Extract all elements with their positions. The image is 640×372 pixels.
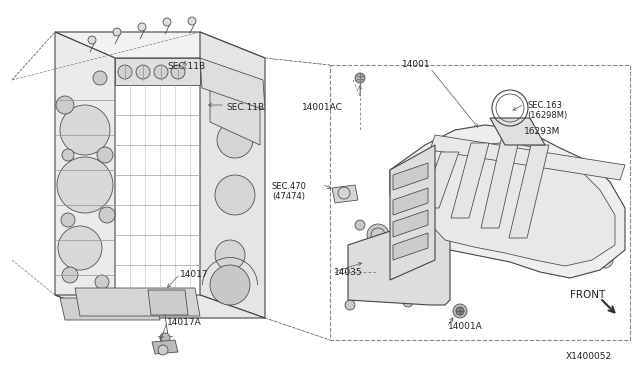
Circle shape	[453, 304, 467, 318]
Circle shape	[597, 252, 613, 268]
Circle shape	[138, 23, 146, 31]
Circle shape	[410, 210, 420, 220]
Polygon shape	[200, 58, 265, 110]
Circle shape	[93, 71, 107, 85]
Circle shape	[75, 303, 85, 313]
Polygon shape	[490, 118, 545, 145]
Circle shape	[217, 122, 253, 158]
Circle shape	[355, 73, 365, 83]
Circle shape	[171, 65, 185, 79]
Circle shape	[160, 333, 170, 343]
Polygon shape	[152, 340, 178, 354]
Text: SEC.470
(47474): SEC.470 (47474)	[272, 182, 307, 201]
Text: SEC.11B: SEC.11B	[167, 62, 205, 71]
Polygon shape	[200, 32, 265, 318]
Text: 14001: 14001	[402, 60, 431, 69]
Circle shape	[163, 18, 171, 26]
Polygon shape	[420, 142, 615, 266]
Circle shape	[602, 254, 610, 262]
Circle shape	[602, 217, 618, 233]
Polygon shape	[332, 185, 358, 203]
Polygon shape	[75, 288, 200, 316]
Text: SEC.11B: SEC.11B	[226, 103, 264, 112]
Polygon shape	[393, 233, 428, 260]
Polygon shape	[430, 135, 625, 180]
Circle shape	[215, 240, 245, 270]
Circle shape	[367, 242, 389, 264]
Circle shape	[188, 17, 196, 25]
Polygon shape	[148, 290, 188, 315]
Circle shape	[158, 345, 168, 355]
Bar	[330, 65, 630, 340]
Circle shape	[56, 96, 74, 114]
Text: X1400052: X1400052	[566, 352, 612, 361]
Circle shape	[210, 265, 250, 305]
Circle shape	[110, 303, 120, 313]
Circle shape	[99, 207, 115, 223]
Circle shape	[118, 65, 132, 79]
Polygon shape	[210, 75, 260, 145]
Circle shape	[88, 36, 96, 44]
Text: 14017A: 14017A	[167, 318, 202, 327]
Circle shape	[95, 275, 109, 289]
Circle shape	[367, 278, 389, 300]
Polygon shape	[55, 32, 265, 58]
Polygon shape	[421, 152, 459, 208]
Polygon shape	[55, 32, 115, 318]
Polygon shape	[393, 188, 428, 215]
Circle shape	[61, 213, 75, 227]
Circle shape	[367, 260, 389, 282]
Polygon shape	[115, 58, 200, 85]
Polygon shape	[393, 163, 428, 190]
Circle shape	[97, 147, 113, 163]
Circle shape	[113, 28, 121, 36]
Circle shape	[60, 105, 110, 155]
Circle shape	[57, 157, 113, 213]
Polygon shape	[60, 298, 160, 320]
Text: SEC.163
(16298M): SEC.163 (16298M)	[527, 101, 567, 121]
Text: 14017: 14017	[180, 270, 209, 279]
Circle shape	[403, 297, 413, 307]
Polygon shape	[55, 295, 265, 318]
Polygon shape	[393, 210, 428, 237]
Polygon shape	[451, 143, 489, 218]
Circle shape	[215, 175, 255, 215]
Circle shape	[606, 221, 614, 229]
Circle shape	[345, 300, 355, 310]
Circle shape	[593, 186, 601, 194]
Polygon shape	[390, 125, 625, 278]
Circle shape	[150, 303, 160, 313]
Text: 14001A: 14001A	[448, 322, 483, 331]
Text: 16293M: 16293M	[524, 127, 561, 136]
Circle shape	[456, 307, 464, 315]
Circle shape	[355, 220, 365, 230]
Text: 14035: 14035	[334, 268, 363, 277]
Text: FRONT: FRONT	[570, 290, 605, 300]
Text: 14001AC: 14001AC	[302, 103, 343, 112]
Circle shape	[154, 65, 168, 79]
Polygon shape	[390, 145, 435, 280]
Circle shape	[62, 149, 74, 161]
Circle shape	[587, 182, 603, 198]
Polygon shape	[481, 140, 519, 228]
Circle shape	[62, 267, 78, 283]
Circle shape	[367, 224, 389, 246]
Polygon shape	[509, 145, 549, 238]
Circle shape	[58, 226, 102, 270]
Circle shape	[136, 65, 150, 79]
Polygon shape	[348, 218, 450, 305]
Circle shape	[185, 303, 195, 313]
